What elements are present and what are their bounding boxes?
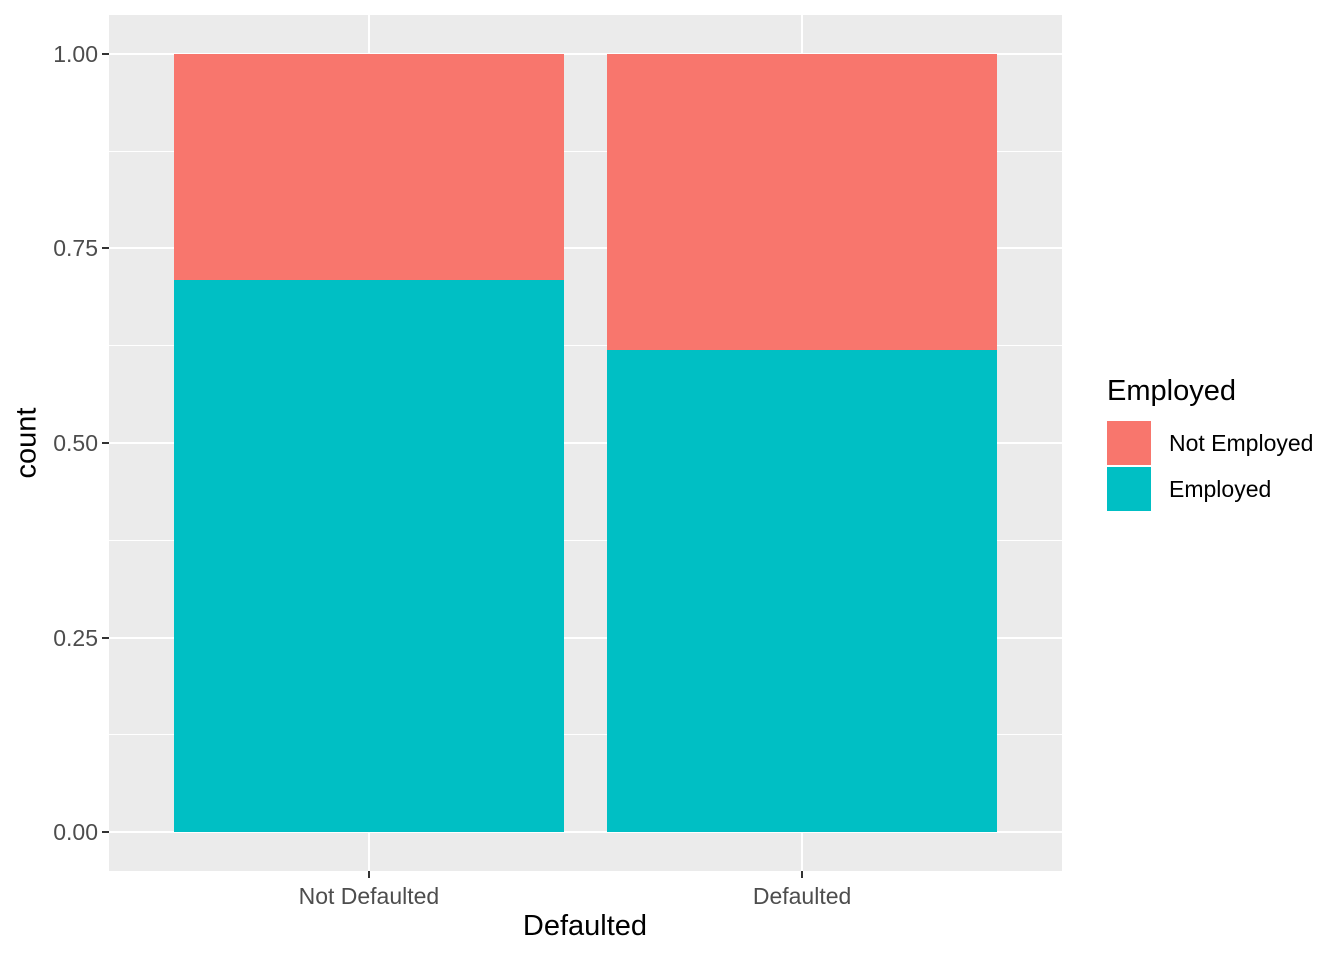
y-tick-label: 1.00 — [53, 40, 98, 67]
x-tick-label: Defaulted — [752, 883, 852, 909]
major-gridline-h — [109, 831, 1062, 834]
x-tick-mark — [801, 871, 804, 878]
bar-segment-employed — [607, 349, 998, 833]
y-tick-label: 0.25 — [53, 624, 98, 651]
minor-gridline-h — [109, 345, 1062, 347]
legend-items: Not Employed Employed — [1107, 421, 1313, 511]
y-tick-mark — [102, 52, 109, 55]
legend-label: Employed — [1169, 475, 1272, 502]
plot-panel — [109, 15, 1062, 871]
x-tick-mark — [367, 871, 370, 878]
bar-segment-employed — [173, 279, 564, 833]
bar-segment-not-employed — [607, 53, 998, 350]
y-tick-mark — [102, 247, 109, 250]
y-tick-label: 0.00 — [53, 819, 98, 846]
major-gridline-h — [109, 247, 1062, 250]
legend-item: Employed — [1107, 467, 1313, 511]
x-tick-label: Not Defaulted — [298, 883, 440, 909]
legend-swatch-icon — [1107, 421, 1151, 465]
major-gridline-h — [109, 442, 1062, 444]
y-tick-label: 0.75 — [53, 235, 98, 262]
y-tick-mark — [102, 831, 109, 834]
minor-gridline-h — [109, 150, 1062, 152]
major-gridline-h — [109, 52, 1062, 55]
y-tick-mark — [102, 442, 109, 444]
y-tick-mark — [102, 636, 109, 639]
y-tick-label: 0.50 — [53, 430, 98, 456]
legend-label: Not Employed — [1169, 429, 1314, 456]
x-axis-title: Defaulted — [522, 910, 648, 942]
legend-title: Employed — [1107, 375, 1236, 407]
legend-swatch-icon — [1107, 467, 1151, 511]
major-gridline-h — [109, 636, 1062, 639]
legend: Employed Not Employed Employed — [1107, 375, 1313, 513]
y-axis-title: count — [10, 407, 43, 479]
minor-gridline-h — [109, 734, 1062, 736]
bar-segment-not-employed — [173, 53, 564, 280]
minor-gridline-h — [109, 539, 1062, 541]
legend-item: Not Employed — [1107, 421, 1313, 465]
